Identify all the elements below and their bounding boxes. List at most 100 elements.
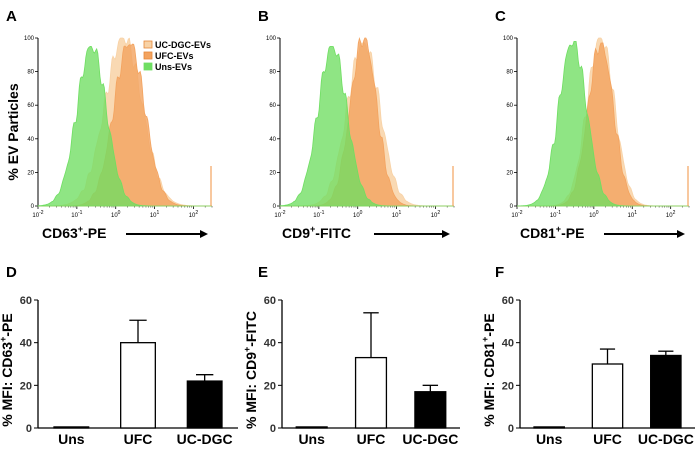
histogram-ufc-evs (517, 42, 689, 207)
x-axis-title-sup: + (310, 224, 315, 234)
category-label: Uns (58, 431, 85, 447)
legend-label: UC-DGC-EVs (155, 40, 211, 50)
legend-swatch-uns-evs (143, 62, 153, 71)
y-axis-title-sup: + (480, 337, 490, 342)
bar-panel-f: F 0 20 40 60 Uns UFC UC-DGC % MFI: CD81+-PE (480, 264, 695, 447)
x-tick-exp: -2 (281, 210, 286, 216)
x-tick-label: 102 (189, 210, 199, 219)
y-tick-label: 0 (510, 204, 514, 210)
legend-label: UFC-EVs (155, 51, 194, 61)
y-axis-title-sup: + (242, 347, 252, 352)
bar-uns (53, 426, 90, 429)
x-axis-arrow-head (200, 230, 208, 238)
x-tick-exp: 1 (634, 210, 637, 216)
x-axis-title: CD9+-FITC (282, 224, 351, 241)
y-axis-title-suffix: -PE (0, 313, 15, 336)
x-axis-title-suffix: -PE (561, 225, 584, 241)
x-tick-label: 101 (392, 210, 402, 219)
histogram-uns-evs (279, 46, 454, 207)
y-tick-label: 100 (503, 36, 514, 42)
y-tick-label: 0 (26, 423, 32, 435)
y-tick-label: 60 (269, 103, 276, 109)
x-tick-base: 10 (431, 213, 438, 219)
x-axis-arrow-head (677, 230, 685, 238)
y-axis-title-main: % MFI: CD63 (0, 342, 15, 427)
bar-panel-d: D 0 20 40 60 Uns UFC UC-DGC % MFI: CD63+-PE (0, 264, 238, 447)
x-axis-arrow-head (442, 230, 450, 238)
x-axis-title: CD63+-PE (42, 224, 106, 241)
x-axis-title-main: CD63 (42, 225, 78, 241)
x-tick-exp: 1 (157, 210, 160, 216)
x-tick-label: 10-1 (71, 210, 82, 219)
bar-uns (533, 426, 565, 429)
category-label: UC-DGC (638, 431, 694, 447)
x-axis-title-suffix: -PE (83, 225, 106, 241)
category-label: UC-DGC (402, 431, 458, 447)
x-tick-exp: 2 (673, 210, 676, 216)
y-tick-label: 80 (506, 70, 513, 76)
y-tick-label: 0 (31, 204, 35, 210)
y-axis-title-main: % MFI: CD9 (243, 352, 259, 429)
x-tick-base: 10 (313, 213, 320, 219)
bar-uc-dgc (650, 354, 682, 429)
legend-swatch-uc-dgc-evs (143, 40, 153, 49)
y-tick-label: 60 (27, 103, 34, 109)
x-tick-label: 102 (666, 210, 676, 219)
y-tick-label: 80 (269, 70, 276, 76)
x-tick-base: 10 (150, 213, 157, 219)
y-axis-title: % MFI: CD81+-PE (480, 313, 497, 426)
bar-ufc (591, 363, 624, 429)
y-tick-label: 40 (20, 338, 32, 350)
x-tick-label: 100 (589, 210, 599, 219)
x-tick-label: 102 (431, 210, 441, 219)
x-tick-label: 10-1 (550, 210, 561, 219)
x-tick-exp: -1 (320, 210, 325, 216)
x-tick-exp: 0 (118, 210, 121, 216)
x-tick-base: 10 (628, 213, 635, 219)
x-tick-exp: -1 (78, 210, 83, 216)
x-tick-label: 100 (353, 210, 363, 219)
category-label: Uns (298, 431, 325, 447)
x-tick-base: 10 (511, 213, 518, 219)
x-tick-label: 100 (111, 210, 121, 219)
x-tick-label: 10-1 (313, 210, 324, 219)
x-tick-label: 10-2 (274, 210, 285, 219)
legend-label: Uns-EVs (155, 62, 192, 72)
x-tick-exp: 0 (596, 210, 599, 216)
y-tick-label: 60 (506, 103, 513, 109)
panel-letter: E (258, 264, 268, 281)
y-tick-label: 20 (506, 170, 513, 176)
y-tick-label: 20 (502, 380, 514, 392)
x-tick-base: 10 (353, 213, 360, 219)
panel-letter: D (6, 264, 17, 281)
x-tick-label: 10-2 (511, 210, 522, 219)
bar-ufc (354, 356, 388, 429)
x-axis-title: CD81+-PE (520, 224, 584, 241)
y-tick-label: 20 (269, 170, 276, 176)
x-tick-label: 10-2 (32, 210, 43, 219)
y-tick-label: 20 (264, 380, 276, 392)
category-label: UFC (124, 431, 153, 447)
category-label: UFC (593, 431, 622, 447)
panel-letter: B (258, 8, 269, 25)
panel-letter: F (495, 264, 504, 281)
x-axis-title-main: CD81 (520, 225, 556, 241)
bar-uc-dgc (414, 391, 447, 429)
y-tick-label: 100 (266, 36, 277, 42)
x-tick-exp: -2 (518, 210, 523, 216)
category-label: UFC (357, 431, 386, 447)
x-tick-label: 101 (628, 210, 638, 219)
y-axis-title-sup: + (0, 337, 8, 342)
x-tick-exp: 2 (195, 210, 198, 216)
y-tick-label: 60 (502, 295, 514, 307)
x-tick-exp: -2 (39, 210, 44, 216)
y-tick-label: 80 (27, 70, 34, 76)
category-label: Uns (536, 431, 563, 447)
y-tick-label: 60 (264, 295, 276, 307)
y-tick-label: 0 (270, 423, 276, 435)
x-tick-base: 10 (589, 213, 596, 219)
y-tick-label: 40 (269, 137, 276, 143)
